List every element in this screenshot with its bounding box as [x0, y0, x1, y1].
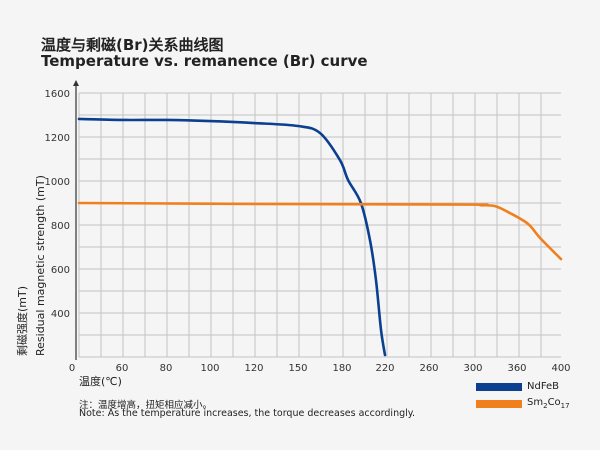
y-axis-label-cn: 剩磁强度(mT) — [15, 286, 29, 356]
x-tick-label: 100 — [200, 363, 219, 374]
y-tick-label: 800 — [51, 221, 70, 232]
y-tick-label: 600 — [51, 265, 70, 276]
y-axis-label-en: Residual magnetic strength (mT) — [34, 175, 47, 356]
y-tick-label: 1600 — [45, 89, 70, 100]
y-axis-arrow — [73, 80, 79, 86]
x-axis-label: 温度(℃) — [79, 375, 122, 388]
y-tick-label: 1200 — [45, 133, 70, 144]
legend-swatch-sm2co17 — [476, 399, 522, 408]
x-tick-label: 180 — [332, 363, 351, 374]
x-tick-label: 0 — [69, 363, 75, 374]
legend-item-sm2co17: Sm2Co17 — [476, 397, 570, 410]
y-tick-label: 400 — [51, 309, 70, 320]
x-tick-label: 80 — [160, 363, 173, 374]
note-en: Note: As the temperature increases, the … — [79, 408, 416, 419]
chart-title-cn: 温度与剩磁(Br)关系曲线图 — [41, 36, 224, 54]
x-tick-label: 400 — [551, 363, 570, 374]
series-line-ndfeb — [77, 117, 387, 357]
x-tick-label: 220 — [375, 363, 394, 374]
x-tick-label: 360 — [507, 363, 526, 374]
x-tick-label: 300 — [463, 363, 482, 374]
legend-label-sm2co17: Sm2Co17 — [527, 397, 570, 410]
series-line-sm2co17 — [77, 201, 563, 261]
x-tick-label: 60 — [116, 363, 129, 374]
legend-label-ndfeb: NdFeB — [527, 381, 560, 392]
legend-item-ndfeb: NdFeB — [476, 381, 559, 392]
chart-title-en: Temperature vs. remanence (Br) curve — [41, 52, 368, 70]
x-tick-label: 120 — [244, 363, 263, 374]
legend-swatch-ndfeb — [476, 382, 522, 391]
x-tick-label: 260 — [419, 363, 438, 374]
y-tick-label: 1000 — [45, 177, 70, 188]
x-tick-label: 150 — [288, 363, 307, 374]
note-cn: 注：温度增高，扭矩相应减小。 — [79, 400, 213, 411]
